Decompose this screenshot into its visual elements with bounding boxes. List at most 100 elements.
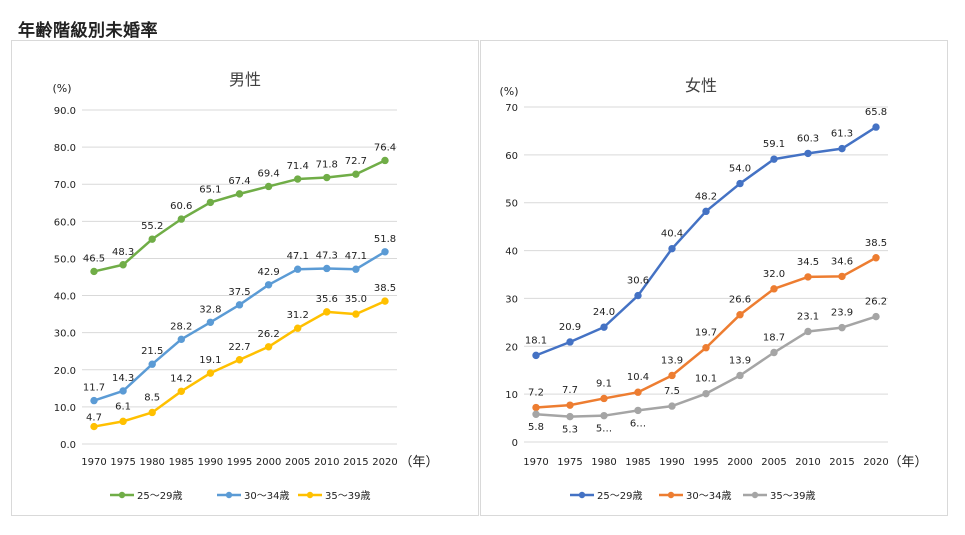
data-label: 38.5 [374,283,396,294]
data-point [838,144,846,153]
data-point [90,396,98,405]
data-point [235,190,244,198]
x-tick-label: 1980 [591,457,616,468]
y-tick-label: 90.0 [54,106,76,117]
x-tick-label: 2020 [372,457,397,468]
data-label: 37.5 [228,287,250,298]
y-tick-label: 80.0 [54,143,76,154]
data-point [702,389,710,398]
data-point [264,343,273,351]
data-point [838,323,846,332]
data-label: 46.5 [83,253,105,264]
data-label: 60.6 [170,201,192,212]
data-point [804,327,812,336]
data-point [148,235,156,243]
data-label: 42.9 [257,267,279,278]
x-tick-label: 1970 [81,457,106,468]
x-tick-label: 1975 [110,457,135,468]
y-tick-label: 50.0 [54,254,76,265]
data-label: 8.5 [144,392,160,403]
legend-label: 35～39歳 [325,490,370,502]
y-tick-label: 0 [512,438,518,449]
data-point [352,170,360,178]
x-tick-label: 1995 [227,457,252,468]
data-point [872,123,880,131]
data-label: 32.8 [199,304,221,315]
x-tick-label: 2010 [795,457,820,468]
data-point [566,338,574,346]
data-point [804,149,812,158]
data-label: 69.4 [257,168,279,179]
data-label: 5.3 [562,425,578,436]
y-tick-label: 20 [505,342,518,353]
series-line [93,299,386,428]
data-label: 51.8 [374,234,396,245]
data-label: 40.4 [661,229,683,240]
data-point [352,310,360,318]
data-label: 34.6 [831,256,853,267]
data-point [600,411,608,420]
data-point [177,335,186,344]
data-label: 47.3 [316,250,338,261]
data-point [294,324,302,332]
male-line-chart: 男性 (%) （年） 0.0 10.0 20.0 30.0 40.0 50.0 60.0 70.0 8… [52,70,438,502]
data-label: 14.3 [112,373,134,384]
data-label: 35.6 [316,294,338,305]
y-tick-label: 0.0 [60,440,76,451]
data-point [600,394,608,403]
data-label: 4.7 [86,413,102,424]
data-label: 18.1 [525,335,547,346]
data-label: 13.9 [661,355,683,366]
data-point [736,311,744,319]
data-label: 47.1 [287,251,309,262]
female-line-chart: 女性 (%) （年） 0 10 20 30 40 50 60 70 1970 1975 1980 1985 1… [499,76,927,502]
y-tick-label: 20.0 [54,366,76,377]
data-point [770,285,778,293]
data-point [634,406,642,415]
data-label: 5.8 [528,422,544,433]
series-line [535,126,877,357]
x-tick-label: 1980 [139,457,164,468]
data-point [634,388,642,396]
data-point [235,356,244,364]
data-label: 55.2 [141,221,163,232]
chart-title: 男性 [229,70,261,89]
x-axis-label: （年） [888,455,927,470]
data-point [323,173,331,182]
data-label: 71.4 [287,161,309,172]
data-point [566,401,574,409]
data-label: 20.9 [559,322,581,333]
x-tick-label: 1990 [659,457,684,468]
data-label: 26.2 [257,329,279,340]
data-label: 19.7 [695,328,717,339]
data-point [702,207,710,216]
data-label: 11.7 [83,383,105,394]
y-tick-label: 70 [505,103,518,114]
data-label: 7.5 [664,386,680,397]
legend-label: 30～34歳 [686,490,731,502]
data-label: 23.9 [831,308,853,319]
y-tick-label: 40.0 [54,292,76,303]
data-point [872,312,880,321]
x-tick-label: 2020 [863,457,888,468]
data-point [702,344,710,352]
y-tick-label: 50 [505,199,518,210]
data-label: 48.3 [112,247,134,258]
legend-marker [225,491,233,499]
data-label: 65.1 [199,184,221,195]
data-label: 24.0 [593,307,615,318]
data-point [804,273,812,281]
data-point [736,371,744,380]
data-label: 7.2 [528,388,544,399]
data-label: 54.0 [729,164,751,175]
data-label: 72.7 [345,156,367,167]
data-label: 10.4 [627,372,649,383]
data-label: 18.7 [763,333,785,344]
x-tick-label: 2015 [829,457,854,468]
data-label: 26.2 [865,297,887,308]
data-point [148,408,156,417]
data-point [148,360,156,368]
legend-label: 35～39歳 [770,490,815,502]
data-label: 6… [630,418,646,429]
data-point [668,402,676,410]
